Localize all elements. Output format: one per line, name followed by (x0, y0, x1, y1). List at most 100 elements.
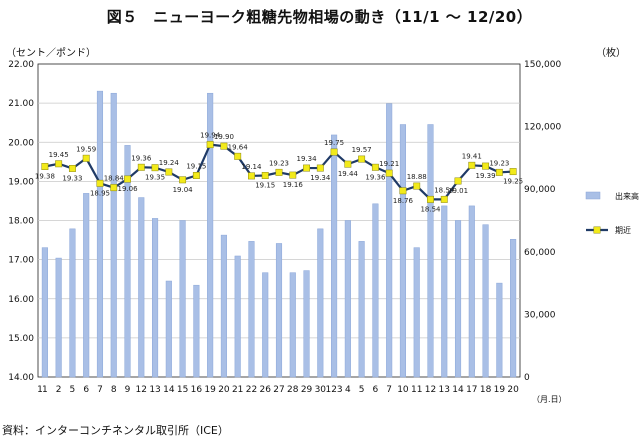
data-label: 19.39 (476, 172, 496, 180)
right-tick-label: 120,000 (524, 123, 561, 133)
volume-bar (496, 282, 503, 378)
price-point (303, 164, 310, 172)
data-label: 18.54 (420, 205, 441, 213)
volume-bar (96, 90, 104, 378)
chart-title: 図５ ニューヨーク粗糖先物相場の動き（11/1 〜 12/20） (106, 8, 533, 26)
volume-bar (234, 255, 241, 378)
left-tick-label: 21.00 (8, 99, 34, 109)
data-label: 19.90 (214, 133, 234, 141)
left-tick-label: 22.00 (8, 60, 34, 70)
data-label: 19.15 (255, 182, 275, 190)
data-label: 19.35 (145, 174, 165, 182)
price-point (385, 169, 393, 177)
x-tick-label: 16 (191, 385, 203, 395)
x-tick-label: 1 (37, 385, 43, 395)
x-tick-label: 19 (494, 385, 506, 395)
data-label: 19.34 (297, 155, 318, 163)
left-tick-label: 15.00 (8, 334, 34, 344)
volume-bar (124, 145, 131, 378)
data-label: 19.94 (200, 132, 221, 140)
volume-bar (468, 205, 475, 378)
price-point (358, 155, 366, 163)
x-tick-label: 12 (425, 385, 436, 395)
volume-bar (83, 193, 90, 378)
price-point (330, 148, 338, 156)
x-tick-label: 10 (397, 385, 409, 395)
price-point (275, 168, 283, 176)
data-label: 19.33 (62, 174, 82, 182)
price-point (289, 171, 297, 179)
data-label: 19.06 (117, 185, 138, 193)
price-point (371, 163, 379, 171)
volume-bar (454, 220, 462, 378)
right-tick-label: 30,000 (524, 310, 556, 320)
x-tick-label: 5 (359, 385, 365, 395)
x-tick-label: 13 (149, 385, 160, 395)
x-tick-label: 15 (177, 385, 188, 395)
volume-bar (41, 247, 48, 378)
source-note: 資料：インターコンチネンタル取引所（ICE） (2, 424, 229, 437)
data-label: 19.23 (269, 159, 289, 167)
volume-bar (482, 224, 489, 378)
legend-label-volume: 出来高 (615, 191, 639, 201)
data-label: 19.64 (228, 143, 249, 151)
x-tick-label: 7 (97, 385, 103, 395)
left-tick-label: 17.00 (8, 256, 34, 266)
x-tick-label: 30 (315, 385, 327, 395)
right-tick-label: 150,000 (524, 60, 561, 70)
data-label: 19.41 (462, 152, 482, 160)
volume-bar (179, 220, 186, 378)
x-tick-label: 27 (273, 385, 284, 395)
x-tick-label: 18 (480, 385, 492, 395)
price-point (440, 195, 448, 203)
right-tick-label: 60,000 (524, 248, 556, 258)
price-point (151, 164, 159, 172)
volume-bar (358, 241, 365, 378)
volume-bar (331, 134, 338, 378)
data-label: 18.88 (407, 173, 427, 181)
legend-bar-swatch (585, 191, 601, 200)
x-tick-label: 5 (70, 385, 76, 395)
price-point (41, 163, 49, 170)
x-tick-label: 9 (125, 385, 131, 395)
volume-bar (165, 280, 172, 378)
volume-bar (248, 241, 255, 378)
volume-bar (55, 257, 62, 378)
left-tick-label: 20.00 (8, 138, 34, 148)
volume-bar (413, 247, 420, 378)
volume-bar (220, 234, 227, 378)
price-point (206, 141, 214, 149)
data-label: 19.14 (241, 163, 262, 171)
data-label: 19.21 (379, 160, 399, 168)
data-label: 19.57 (352, 146, 372, 154)
data-label: 18.84 (104, 175, 125, 183)
x-tick-label: 13 (439, 385, 450, 395)
x-tick-label: 12 (136, 385, 147, 395)
data-label: 19.16 (283, 181, 304, 189)
price-point (495, 168, 503, 176)
volume-bar (193, 284, 200, 378)
price-point (316, 164, 324, 172)
left-axis-unit: （セント／ポンド） (6, 48, 96, 59)
x-tick-label: 20 (507, 385, 519, 395)
data-label: 19.23 (489, 159, 509, 167)
data-label: 19.45 (49, 151, 69, 159)
volume-bar (317, 228, 324, 378)
x-tick-label: 22 (246, 385, 257, 395)
legend-line-marker (593, 226, 601, 234)
price-point (179, 176, 187, 184)
data-label: 19.01 (448, 187, 468, 195)
volume-bar (110, 92, 117, 378)
x-tick-label: 6 (373, 385, 379, 395)
data-label: 19.15 (186, 163, 206, 171)
data-label: 19.75 (324, 139, 344, 147)
x-tick-label: 7 (386, 385, 392, 395)
x-tick-label: 4 (345, 385, 351, 395)
volume-bar (510, 239, 517, 378)
x-tick-label: 17 (466, 385, 477, 395)
data-label: 19.04 (173, 186, 194, 194)
x-tick-label: 11 (411, 385, 422, 395)
volume-bar (69, 228, 76, 378)
left-tick-label: 19.00 (8, 177, 34, 187)
volume-bar (303, 270, 310, 378)
